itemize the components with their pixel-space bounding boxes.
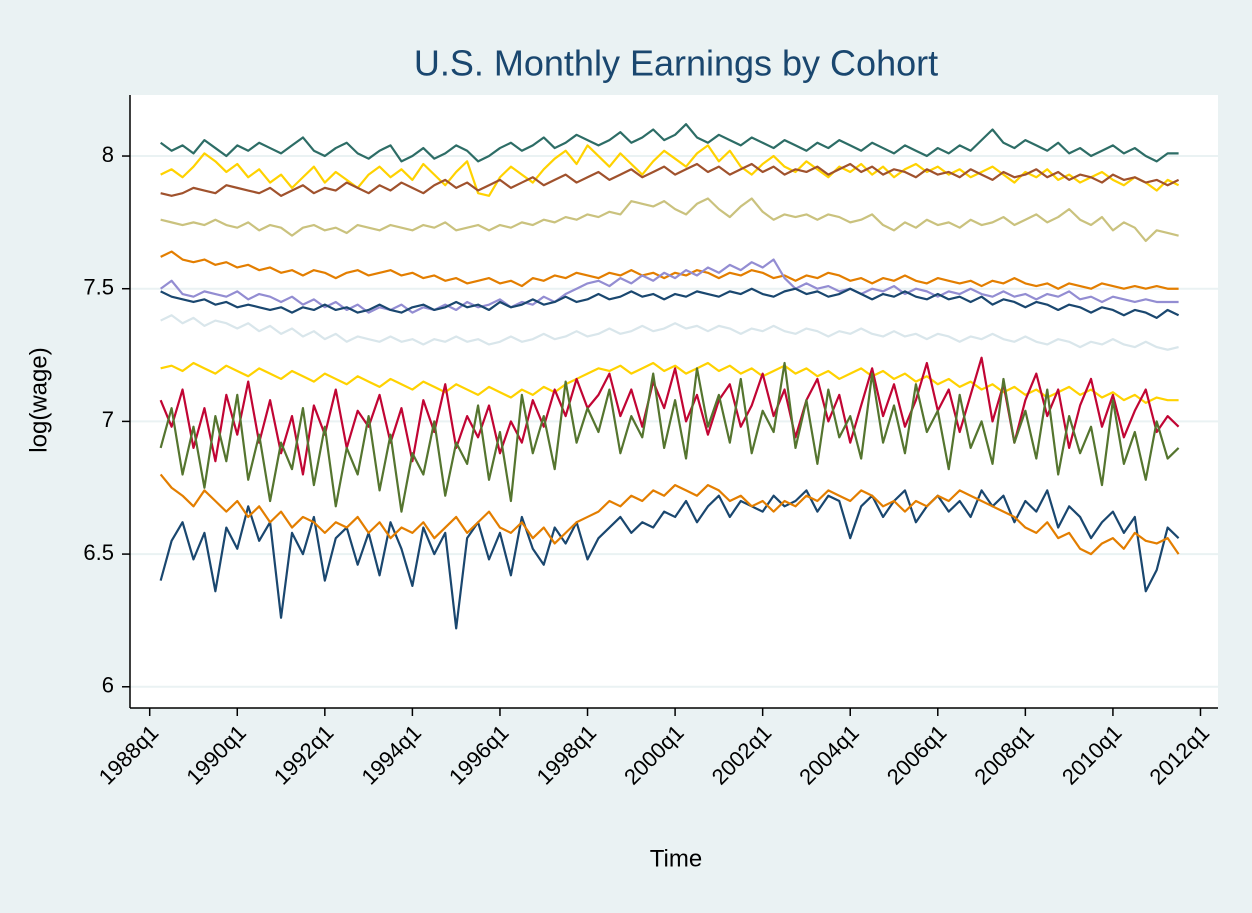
series-line [160, 287, 1180, 320]
series-line [160, 258, 1179, 314]
y-tick-label: 7.5 [83, 275, 114, 300]
x-axis-title: Time [650, 845, 702, 872]
y-tick-label: 6 [102, 673, 114, 698]
series-line [159, 473, 1180, 556]
series-line [159, 361, 1180, 513]
series-line [159, 489, 1180, 630]
series-line [160, 197, 1179, 243]
series-line [160, 361, 1179, 404]
y-tick-label: 6.5 [83, 540, 114, 565]
series-line [160, 144, 1180, 197]
chart-title: U.S. Monthly Earnings by Cohort [414, 43, 938, 84]
y-tick-label: 7 [102, 407, 114, 432]
series-line [160, 314, 1179, 351]
series-line [160, 162, 1180, 197]
grid [130, 155, 1218, 688]
lines [159, 123, 1180, 630]
y-axis-title: log(wage) [25, 347, 52, 452]
series-line [160, 123, 1179, 163]
y-tick-label: 8 [102, 142, 114, 167]
